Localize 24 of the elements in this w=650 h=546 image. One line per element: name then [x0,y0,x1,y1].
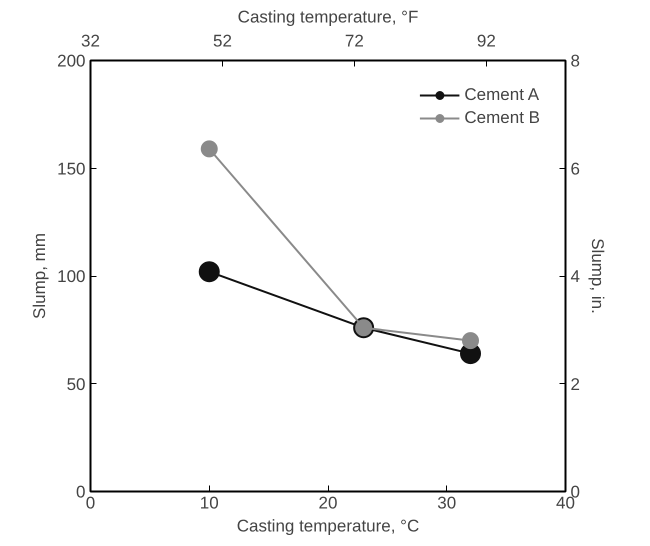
legend-label: Cement A [464,85,540,105]
y2-tick-label: 4 [570,267,580,286]
y-axis-title: Slump, mm [30,233,50,319]
x-axis-title: Casting temperature, °C [236,516,420,536]
point [462,332,479,350]
x-tick-label: 20 [318,494,338,512]
x2-axis-title: Casting temperature, °F [238,8,418,26]
x2-tick-label: 32 [81,32,100,50]
point [198,261,220,282]
x2-tick-label: 52 [212,32,232,50]
y-tick-label: 200 [57,52,86,70]
x-tick-label: 30 [437,494,456,512]
x2-tick-label: 72 [344,32,364,50]
y2-axis-title: Slump, in. [588,238,607,314]
y-tick-label: 100 [57,267,86,286]
legend-label: Cement B [464,108,540,128]
y-tick-label: 50 [66,374,86,394]
x-tick-label: 10 [200,494,219,512]
y-tick-label: 150 [57,159,86,178]
x2-tick-label: 92 [476,32,496,50]
point [200,140,218,158]
y2-tick-label: 2 [570,374,580,394]
y2-tick-label: 8 [570,52,580,70]
y2-tick-label: 6 [570,159,580,178]
